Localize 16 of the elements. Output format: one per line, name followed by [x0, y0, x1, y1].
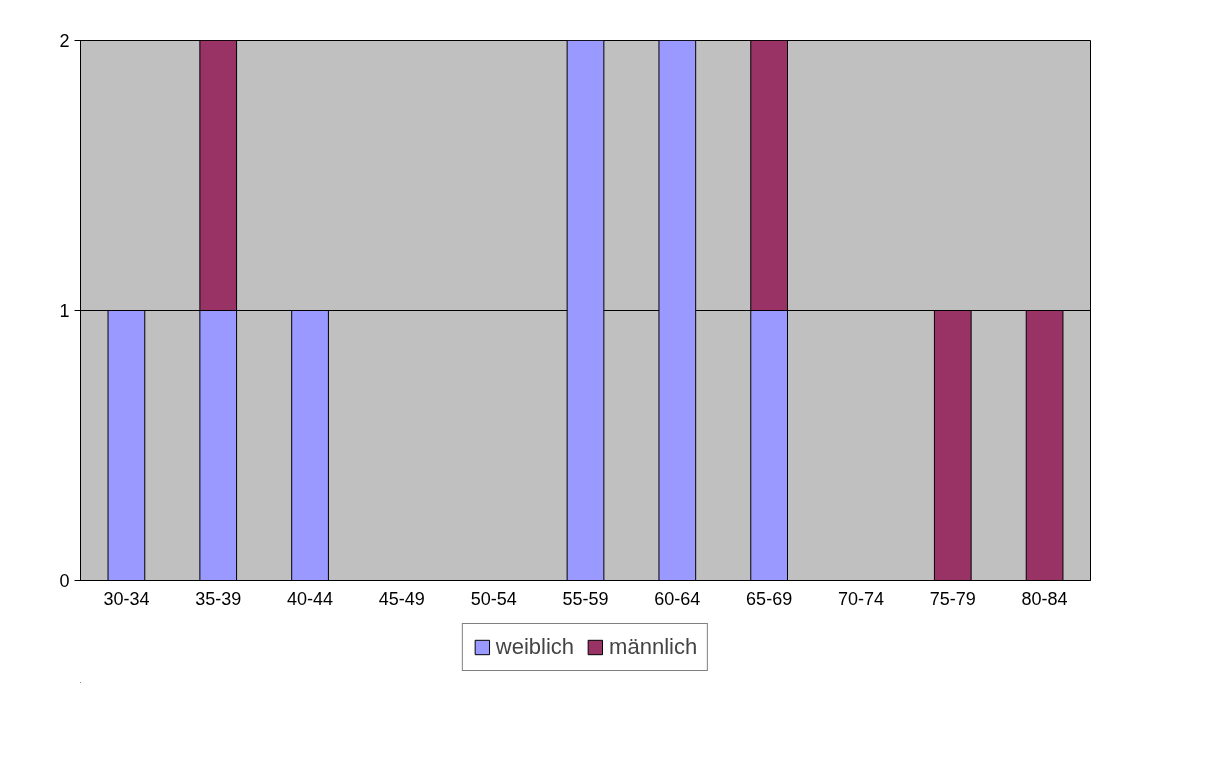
y-tick-label: 1 [59, 301, 70, 321]
x-tick-label: 45-49 [378, 588, 425, 609]
x-tick-label: 50-54 [470, 588, 517, 609]
legend-label: weiblich [495, 634, 575, 660]
x-tick-label: 60-64 [654, 588, 701, 609]
legend-label: männlich [609, 634, 698, 660]
x-tick-label: 80-84 [1021, 588, 1068, 609]
x-tick-label: 75-79 [929, 588, 976, 609]
y-tick-label: 2 [59, 31, 70, 51]
x-tick-label: 55-59 [562, 588, 609, 609]
x-tick-label: 30-34 [103, 588, 150, 609]
x-tick-label: 35-39 [195, 588, 242, 609]
x-tick-label: 70-74 [837, 588, 884, 609]
x-tick-label: 40-44 [287, 588, 334, 609]
x-tick-label: 65-69 [746, 588, 793, 609]
y-tick-label: 0 [59, 571, 70, 591]
